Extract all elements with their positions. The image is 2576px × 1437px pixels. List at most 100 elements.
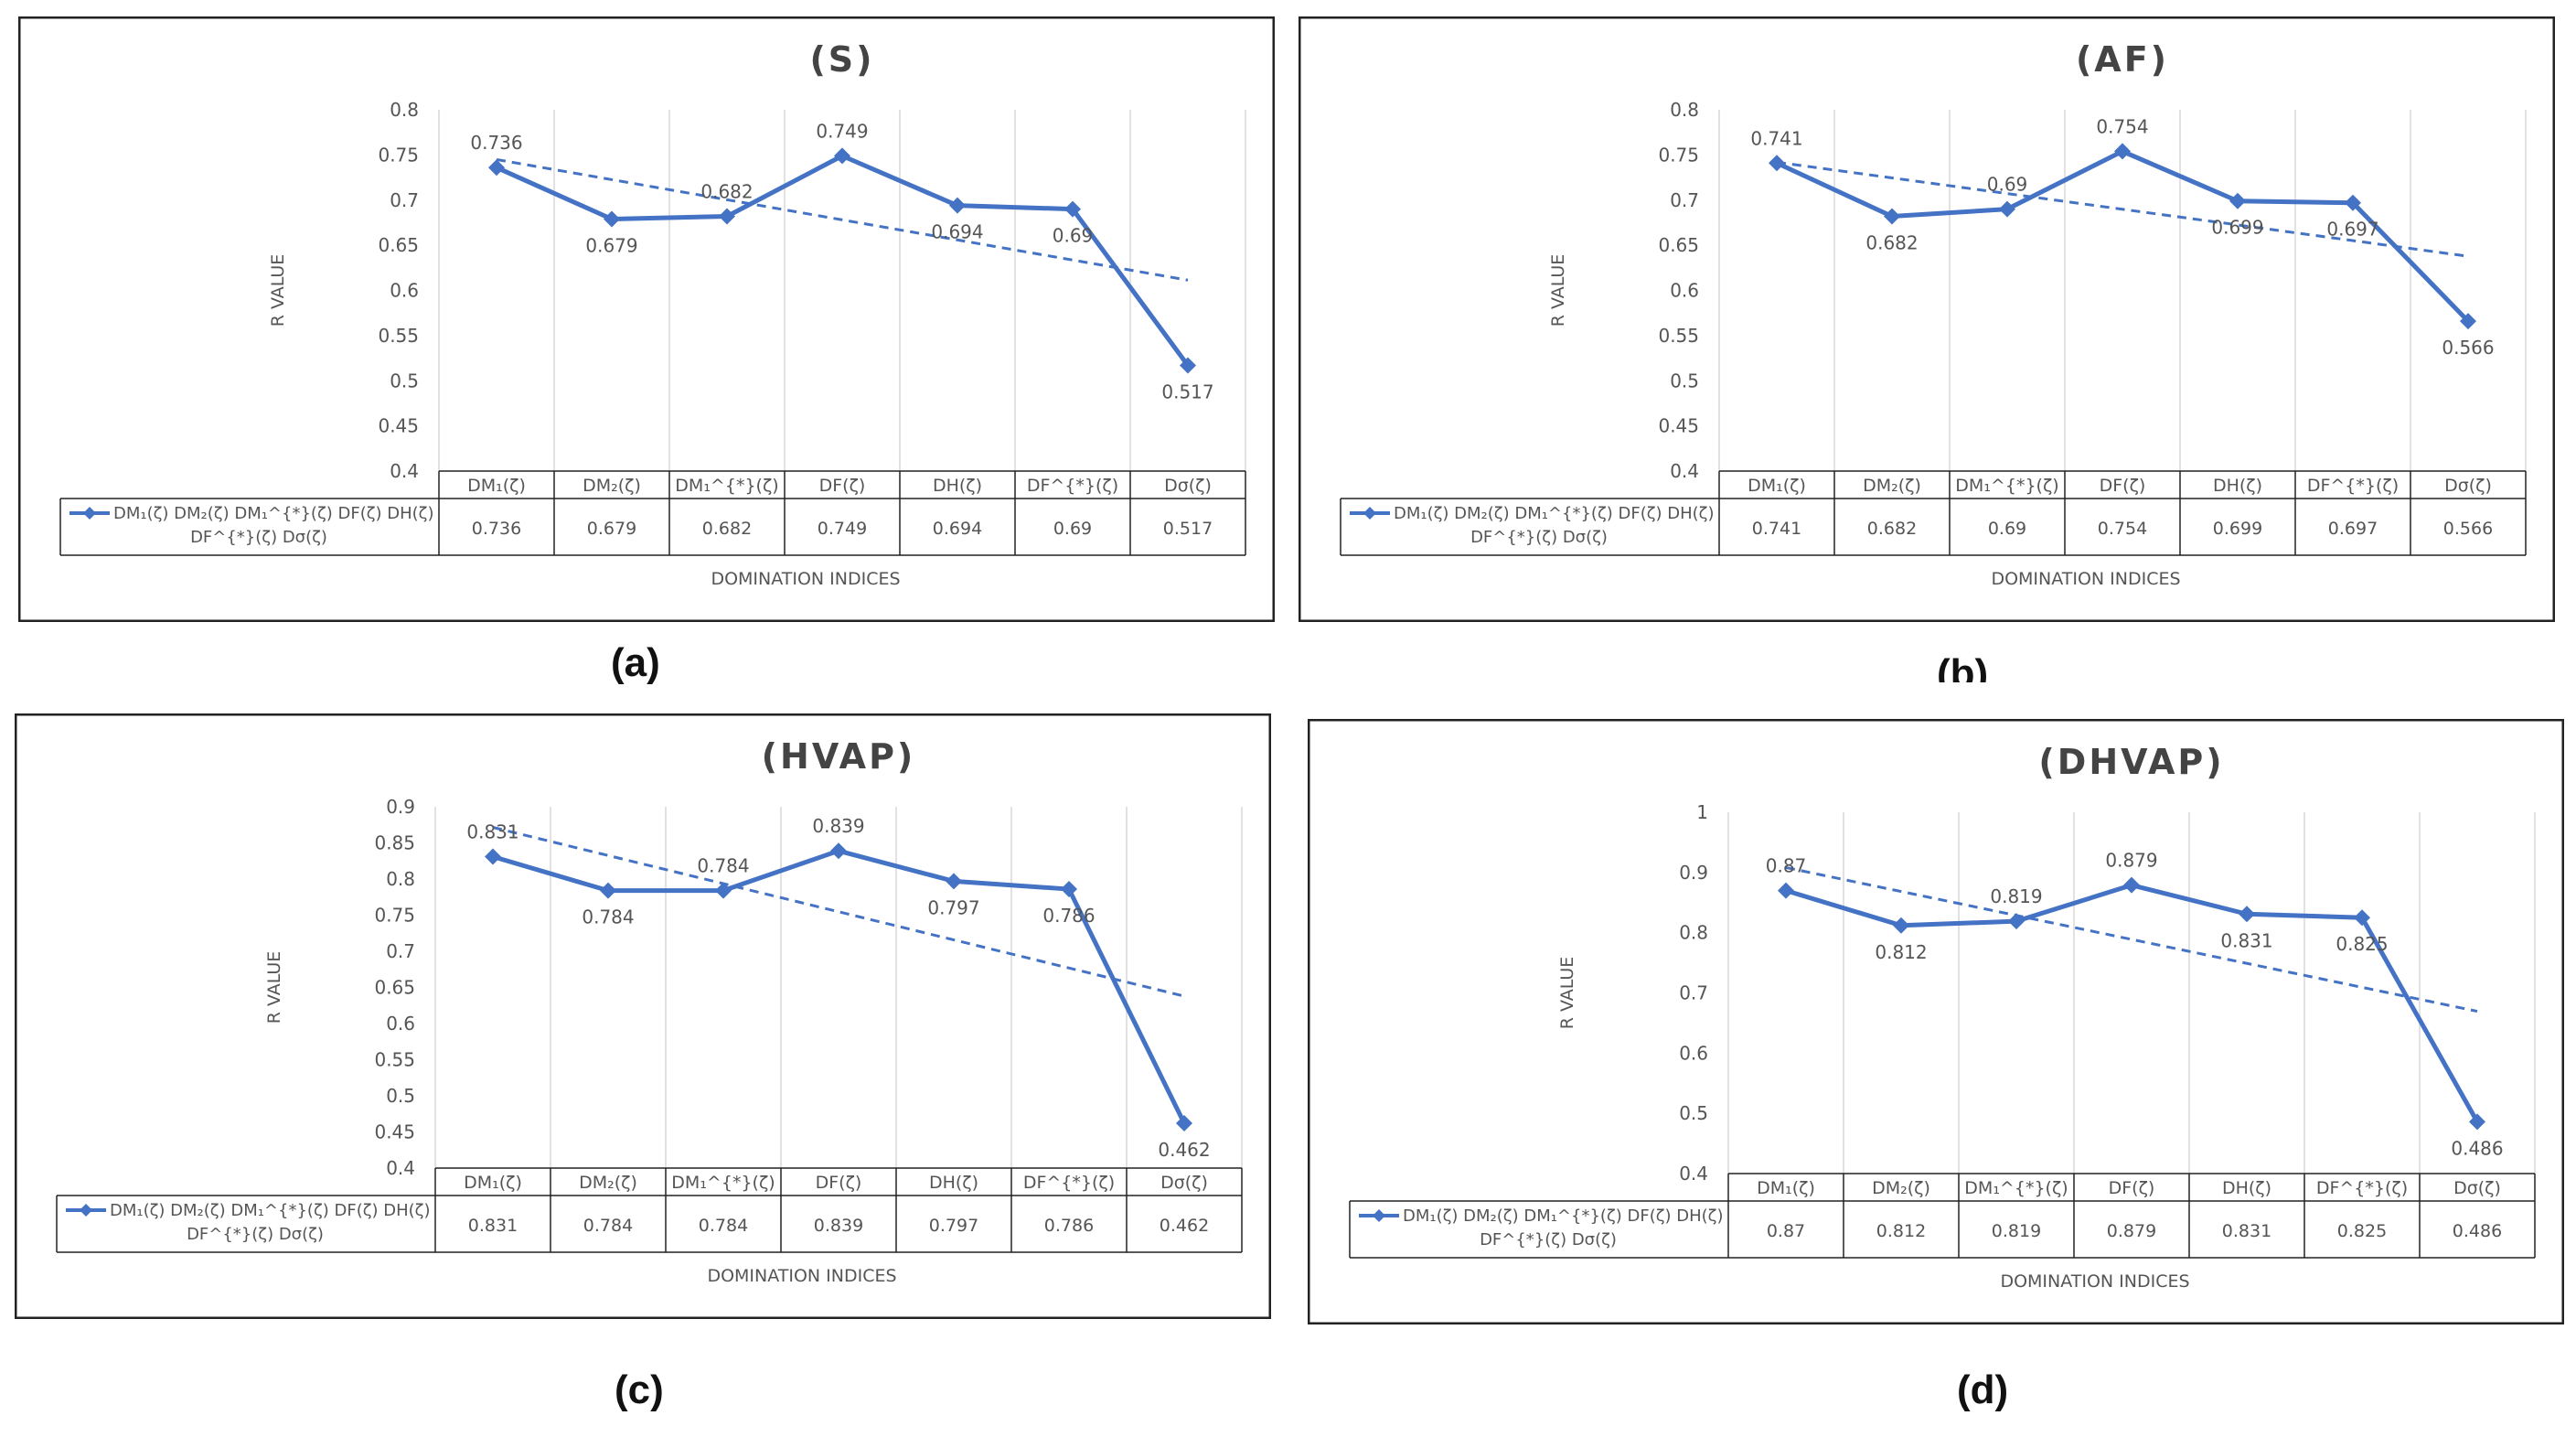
data-label: 0.682 bbox=[700, 181, 753, 203]
data-point-marker bbox=[719, 208, 735, 225]
table-value: 0.699 bbox=[2213, 519, 2262, 539]
y-tick-label: 0.75 bbox=[1658, 144, 1699, 166]
data-point-marker bbox=[1778, 882, 1794, 899]
table-value: 0.682 bbox=[702, 519, 752, 539]
y-tick-label: 0.8 bbox=[386, 868, 415, 890]
category-label: DM₂(ζ) bbox=[579, 1173, 637, 1193]
data-point-marker bbox=[1884, 208, 1900, 225]
y-tick-label: 0.6 bbox=[390, 280, 419, 302]
table-value: 0.736 bbox=[472, 519, 521, 539]
y-tick-label: 1 bbox=[1696, 801, 1708, 823]
category-label: DM₁^{*}(ζ) bbox=[671, 1173, 775, 1193]
data-point-marker bbox=[2114, 143, 2131, 160]
data-label: 0.749 bbox=[816, 120, 868, 142]
category-label: DF^{*}(ζ) bbox=[1023, 1173, 1115, 1193]
category-label: DF(ζ) bbox=[816, 1173, 862, 1193]
y-tick-label: 0.6 bbox=[1670, 280, 1699, 302]
category-label: DH(ζ) bbox=[933, 476, 982, 496]
data-label: 0.786 bbox=[1042, 905, 1095, 927]
y-tick-label: 0.4 bbox=[386, 1157, 415, 1179]
trendline bbox=[1776, 160, 2469, 258]
chart-panel-dhvap: (DHVAP) 0.4 0.5 0.6 0.7 0.8 0.9 1 R VALUE 0.87 0.8… bbox=[1308, 719, 2564, 1324]
table-value: 0.825 bbox=[2337, 1221, 2387, 1241]
data-point-marker bbox=[1061, 881, 1077, 898]
category-label: DH(ζ) bbox=[929, 1173, 978, 1193]
data-label: 0.699 bbox=[2211, 217, 2263, 239]
data-label: 0.462 bbox=[1158, 1139, 1210, 1161]
data-label: 0.697 bbox=[2326, 219, 2378, 241]
y-tick-label: 0.6 bbox=[386, 1013, 415, 1035]
table-value: 0.784 bbox=[583, 1216, 633, 1236]
data-point-marker bbox=[834, 147, 850, 165]
y-tick-label: 0.85 bbox=[374, 832, 415, 854]
table-value: 0.741 bbox=[1752, 519, 1801, 539]
data-label: 0.797 bbox=[927, 896, 979, 918]
data-label: 0.486 bbox=[2451, 1137, 2503, 1159]
data-label: 0.736 bbox=[470, 132, 522, 154]
category-label: Dσ(ζ) bbox=[1164, 476, 1212, 496]
y-tick-label: 0.65 bbox=[374, 977, 415, 999]
data-label: 0.754 bbox=[2096, 115, 2148, 137]
data-point-marker bbox=[2229, 192, 2246, 209]
data-label: 0.784 bbox=[697, 855, 749, 877]
chart-title: (HVAP) bbox=[762, 736, 916, 777]
category-label: DM₂(ζ) bbox=[1872, 1178, 1930, 1198]
data-label: 0.839 bbox=[812, 815, 864, 837]
table-value: 0.831 bbox=[468, 1216, 518, 1236]
y-tick-label: 0.4 bbox=[390, 460, 419, 482]
legend-label: DM₁(ζ) DM₂(ζ) DM₁^{*}(ζ) DF(ζ) DH(ζ) DF^{… bbox=[113, 504, 433, 547]
table-value: 0.69 bbox=[1988, 519, 2026, 539]
category-label: DM₁^{*}(ζ) bbox=[1955, 476, 2058, 496]
data-label: 0.87 bbox=[1766, 855, 1807, 877]
y-tick-label: 0.7 bbox=[1670, 189, 1699, 211]
trendline bbox=[496, 157, 1189, 282]
category-label: DM₁^{*}(ζ) bbox=[675, 476, 778, 496]
y-tick-label: 0.45 bbox=[378, 415, 419, 437]
y-tick-label: 0.5 bbox=[1679, 1102, 1708, 1124]
data-label: 0.69 bbox=[1987, 174, 2028, 196]
category-label: DM₁(ζ) bbox=[1757, 1178, 1815, 1198]
chart-title: (S) bbox=[809, 39, 874, 80]
y-tick-label: 0.65 bbox=[1658, 234, 1699, 256]
chart-frame bbox=[1308, 719, 2564, 1324]
caption-a: (a) bbox=[611, 640, 660, 685]
y-tick-label: 0.55 bbox=[378, 325, 419, 347]
data-point-marker bbox=[604, 210, 620, 228]
data-label: 0.784 bbox=[582, 906, 634, 928]
y-tick-label: 0.5 bbox=[390, 370, 419, 391]
y-tick-label: 0.8 bbox=[390, 99, 419, 121]
legend-label: DM₁(ζ) DM₂(ζ) DM₁^{*}(ζ) DF(ζ) DH(ζ) DF^{… bbox=[1403, 1206, 1723, 1249]
y-tick-label: 0.55 bbox=[374, 1049, 415, 1071]
table-value: 0.69 bbox=[1053, 519, 1092, 539]
category-label: Dσ(ζ) bbox=[1160, 1173, 1208, 1193]
y-axis-label: R VALUE bbox=[1548, 254, 1568, 327]
caption-c: (c) bbox=[615, 1367, 664, 1412]
y-axis-label: R VALUE bbox=[268, 254, 288, 327]
data-point-marker bbox=[1769, 155, 1785, 172]
table-value: 0.784 bbox=[699, 1216, 748, 1236]
data-label: 0.812 bbox=[1875, 941, 1927, 963]
chart-panel-af: (AF) 0.4 0.45 0.5 0.55 0.6 0.65 0.7 0.75 0.8 R VAL… bbox=[1299, 16, 2555, 622]
legend-label: DM₁(ζ) DM₂(ζ) DM₁^{*}(ζ) DF(ζ) DH(ζ) DF^{… bbox=[110, 1201, 430, 1244]
chart-dhvap: (DHVAP) 0.4 0.5 0.6 0.7 0.8 0.9 1 R VALUE 0.87 0.8… bbox=[1308, 719, 2564, 1324]
data-point-marker bbox=[2354, 909, 2370, 927]
y-axis-label: R VALUE bbox=[1557, 957, 1577, 1030]
data-label: 0.831 bbox=[466, 821, 518, 843]
y-tick-label: 0.8 bbox=[1679, 922, 1708, 944]
data-label: 0.566 bbox=[2442, 337, 2494, 359]
legend-marker bbox=[83, 507, 96, 520]
chart-s: (S) 0.4 0.45 0.5 0.55 0.6 0.65 0.7 0.75 0.8 R VALU… bbox=[18, 16, 1275, 622]
y-tick-label: 0.65 bbox=[378, 234, 419, 256]
caption-b: (b) bbox=[1937, 651, 1989, 682]
table-value: 0.831 bbox=[2222, 1221, 2271, 1241]
chart-panel-hvap: (HVAP) 0.4 0.45 0.5 0.55 0.6 0.65 0.7 0.75 0.8 0.8… bbox=[15, 713, 1271, 1319]
chart-title: (DHVAP) bbox=[2038, 742, 2224, 782]
category-label: DM₁(ζ) bbox=[464, 1173, 522, 1193]
y-tick-label: 0.9 bbox=[386, 796, 415, 818]
x-axis-label: DOMINATION INDICES bbox=[711, 569, 900, 589]
chart-frame bbox=[18, 16, 1275, 622]
data-label: 0.879 bbox=[2105, 850, 2157, 872]
table-value: 0.797 bbox=[929, 1216, 978, 1236]
category-label: DF(ζ) bbox=[819, 476, 866, 496]
y-tick-label: 0.5 bbox=[1670, 370, 1699, 391]
